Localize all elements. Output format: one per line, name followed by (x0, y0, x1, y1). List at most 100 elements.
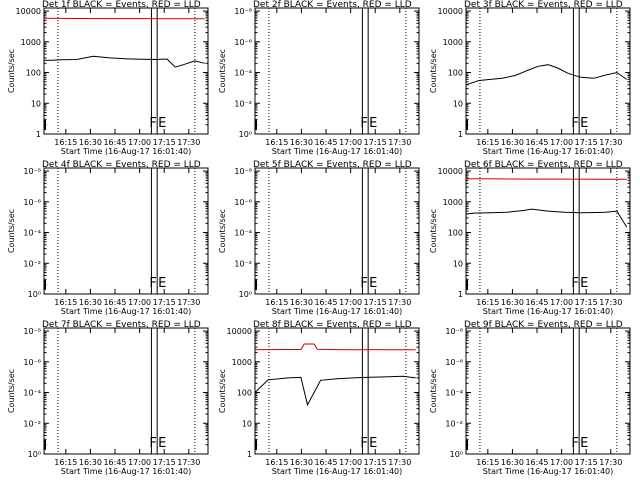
plot-frame (43, 327, 209, 455)
plot-frame (254, 327, 420, 455)
y-axis-label: Counts/sec (218, 209, 227, 253)
plot-frame (254, 7, 420, 135)
x-axis-label: Start Time (16-Aug-17 16:01:40) (272, 467, 403, 476)
y-tick-label: 10⁻⁸ (23, 327, 41, 336)
y-axis-label: Counts/sec (7, 49, 16, 93)
x-axis-label: Start Time (16-Aug-17 16:01:40) (483, 467, 614, 476)
x-axis-label: Start Time (16-Aug-17 16:01:40) (61, 307, 192, 316)
panel-title: Det 7f BLACK = Events, RED = LLD (42, 320, 201, 330)
x-tick-label: 16:15 (54, 458, 77, 467)
x-axis-label: Start Time (16-Aug-17 16:01:40) (272, 307, 403, 316)
y-axis-label: Counts/sec (7, 209, 16, 253)
plot-frame (465, 327, 631, 455)
marker-label-f: F (149, 276, 156, 291)
y-tick-label: 10⁰ (239, 290, 252, 299)
x-tick-label: 17:30 (388, 138, 411, 147)
marker-label-e: E (369, 436, 377, 451)
x-tick-label: 17:15 (575, 298, 598, 307)
marker-label-e: E (580, 276, 588, 291)
x-axis-label: Start Time (16-Aug-17 16:01:40) (272, 147, 403, 156)
x-tick-label: 17:30 (599, 138, 622, 147)
y-tick-label: 10⁻² (234, 99, 252, 108)
y-tick-label: 10000 (227, 327, 252, 336)
marker-label-e: E (580, 436, 588, 451)
series-lld (465, 178, 627, 180)
y-tick-label: 1000 (21, 38, 41, 47)
x-tick-label: 16:30 (79, 138, 102, 147)
marker-label-f: F (571, 436, 578, 451)
x-tick-label: 16:45 (103, 298, 126, 307)
y-tick-label: 10⁻⁸ (234, 167, 252, 176)
series-events (465, 208, 628, 228)
series-lld (43, 17, 205, 20)
panel-det-7: Det 7f BLACK = Events, RED = LLD 10⁰ 10⁻² 1… (7, 320, 209, 476)
y-axis-label: Counts/sec (429, 369, 438, 413)
x-tick-label: 17:15 (153, 138, 176, 147)
panel-det-2: Det 2f BLACK = Events, RED = LLD 10⁰ 10⁻² 1… (218, 0, 420, 156)
panel-det-4: Det 4f BLACK = Events, RED = LLD 10⁰ 10⁻² 1… (7, 160, 209, 316)
y-tick-label: 10 (453, 99, 463, 108)
x-tick-label: 16:15 (265, 298, 288, 307)
y-tick-label: 10⁻⁴ (23, 389, 41, 398)
panel-title: Det 3f BLACK = Events, RED = LLD (464, 0, 623, 10)
marker-label-f: F (360, 436, 367, 451)
y-tick-label: 10⁻⁶ (234, 38, 252, 47)
panel-title: Det 4f BLACK = Events, RED = LLD (42, 160, 201, 170)
y-tick-label: 10⁻² (23, 419, 41, 428)
x-tick-label: 17:00 (339, 298, 362, 307)
y-tick-label: 10⁻² (445, 419, 463, 428)
y-tick-label: 10⁰ (450, 450, 463, 459)
y-axis-label: Counts/sec (429, 209, 438, 253)
y-tick-label: 10⁻⁶ (445, 358, 463, 367)
x-tick-label: 17:30 (177, 298, 200, 307)
y-tick-label: 100 (448, 229, 463, 238)
marker-label-e: E (369, 276, 377, 291)
y-tick-label: 10⁻² (23, 259, 41, 268)
x-tick-label: 16:30 (501, 458, 524, 467)
x-tick-label: 17:15 (153, 458, 176, 467)
y-tick-label: 1 (458, 130, 463, 139)
x-tick-label: 16:45 (314, 298, 337, 307)
y-tick-label: 10⁻⁴ (445, 389, 463, 398)
x-tick-label: 16:45 (103, 138, 126, 147)
plot-frame (465, 167, 631, 295)
x-tick-label: 16:30 (290, 458, 313, 467)
series-lld (255, 343, 416, 351)
x-tick-label: 16:45 (103, 458, 126, 467)
x-tick-label: 16:30 (290, 298, 313, 307)
x-tick-label: 16:30 (79, 458, 102, 467)
x-tick-label: 16:45 (314, 138, 337, 147)
marker-label-f: F (149, 116, 156, 131)
y-tick-label: 10⁻⁸ (445, 327, 463, 336)
y-tick-label: 10⁻⁴ (234, 229, 252, 238)
x-tick-label: 16:15 (54, 138, 77, 147)
x-tick-label: 16:45 (525, 138, 548, 147)
y-tick-label: 10⁻⁶ (23, 358, 41, 367)
y-axis-label: Counts/sec (218, 49, 227, 93)
panel-title: Det 2f BLACK = Events, RED = LLD (253, 0, 412, 10)
plot-frame (43, 167, 209, 295)
panel-det-1: Det 1f BLACK = Events, RED = LLD 1 10 100 10… (7, 0, 209, 156)
x-tick-label: 17:00 (550, 138, 573, 147)
x-tick-label: 17:15 (575, 458, 598, 467)
x-tick-label: 17:00 (339, 458, 362, 467)
x-tick-label: 17:30 (599, 458, 622, 467)
y-tick-label: 10⁻⁴ (234, 69, 252, 78)
y-tick-label: 100 (237, 389, 252, 398)
plot-frame (43, 7, 209, 135)
panel-det-3: Det 3f BLACK = Events, RED = LLD 1 10 100 10… (429, 0, 631, 156)
y-tick-label: 10⁻⁶ (23, 198, 41, 207)
x-axis-label: Start Time (16-Aug-17 16:01:40) (61, 147, 192, 156)
y-tick-label: 10000 (438, 167, 463, 176)
y-tick-label: 1000 (443, 198, 463, 207)
y-tick-label: 10 (242, 419, 252, 428)
panel-title: Det 1f BLACK = Events, RED = LLD (42, 0, 201, 10)
marker-label-f: F (360, 116, 367, 131)
y-tick-label: 1 (458, 290, 463, 299)
marker-label-e: E (158, 436, 166, 451)
y-tick-label: 1000 (232, 358, 252, 367)
y-tick-label: 10⁰ (28, 450, 41, 459)
y-tick-label: 10 (31, 99, 41, 108)
x-tick-label: 16:30 (290, 138, 313, 147)
